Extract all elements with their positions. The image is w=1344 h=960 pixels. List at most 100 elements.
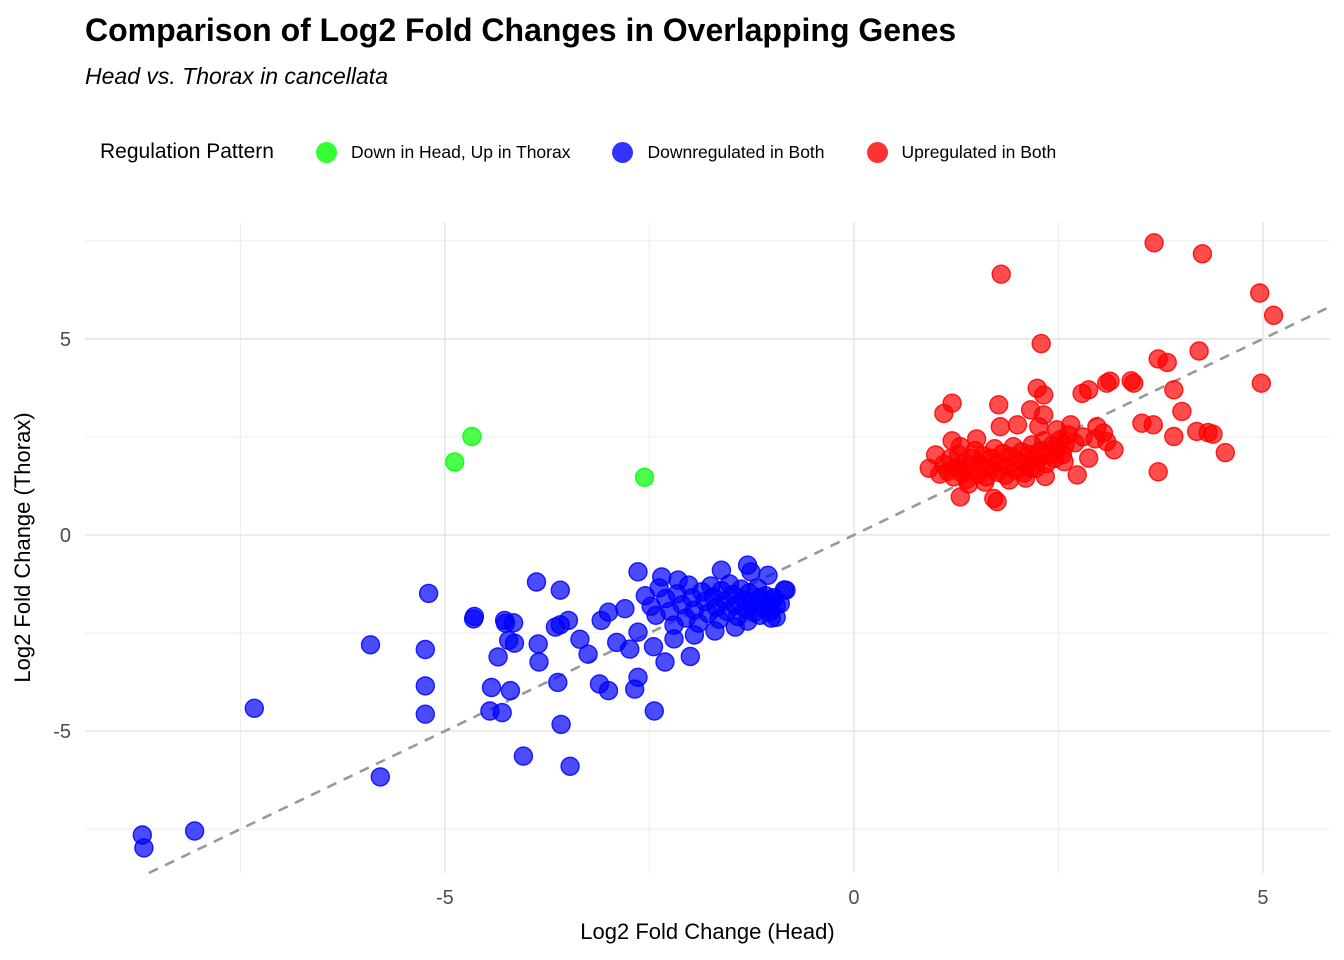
data-point-series-2 <box>1055 435 1075 455</box>
legend-swatch-icon <box>315 141 337 163</box>
data-point-series-1 <box>615 599 635 619</box>
data-point-series-2 <box>1164 380 1184 400</box>
data-point-series-1 <box>513 746 534 766</box>
legend-label: Down in Head, Up in Thorax <box>350 141 571 162</box>
data-point-series-1 <box>503 613 524 633</box>
legend-item-2: Upregulated in Both <box>866 141 1057 163</box>
data-point-series-2 <box>1143 415 1164 435</box>
data-point-series-1 <box>464 606 485 627</box>
data-point-series-1 <box>504 633 525 653</box>
data-point-series-1 <box>598 602 619 622</box>
data-point-series-2 <box>1249 283 1270 303</box>
chart-subtitle: Head vs. Thorax in cancellata <box>85 63 388 89</box>
data-point-series-0 <box>445 452 465 472</box>
data-point-series-1 <box>134 838 154 858</box>
data-point-series-2 <box>1172 401 1192 422</box>
data-point-series-1 <box>418 583 439 604</box>
y-tick-label: 5 <box>60 329 71 351</box>
data-point-series-1 <box>589 674 610 694</box>
y-axis-title: Log2 Fold Change (Thorax) <box>10 412 35 682</box>
data-point-series-1 <box>480 701 500 721</box>
data-point-series-2 <box>1186 421 1207 442</box>
data-point-series-1 <box>684 625 705 645</box>
data-point-series-1 <box>758 565 778 585</box>
data-point-series-1 <box>370 767 390 787</box>
data-point-series-1 <box>415 704 435 724</box>
legend-swatch-icon <box>866 141 888 163</box>
data-point-series-2 <box>1007 415 1028 435</box>
data-point-series-1 <box>550 580 570 600</box>
data-point-series-2 <box>1164 426 1184 447</box>
scatter-plot-area: -5 0 5 -5 0 5 Log2 Fold Change (Head) Log2 Fold… <box>10 222 1331 944</box>
data-point-series-1 <box>481 677 502 698</box>
data-point-series-1 <box>628 622 648 642</box>
data-point-series-2 <box>1078 380 1099 400</box>
data-point-series-2 <box>1192 244 1213 264</box>
data-point-series-1 <box>184 821 205 841</box>
data-point-series-1 <box>528 634 548 654</box>
data-point-series-1 <box>750 605 770 625</box>
data-point-series-2 <box>1251 373 1272 393</box>
legend-label: Upregulated in Both <box>901 141 1057 162</box>
x-tick-label: 5 <box>1257 887 1268 909</box>
data-point-series-1 <box>415 639 435 660</box>
x-tick-label: 0 <box>848 887 859 909</box>
legend-item-0: Down in Head, Up in Thorax <box>315 141 571 163</box>
data-point-series-1 <box>570 629 590 649</box>
data-point-series-2 <box>1096 373 1117 393</box>
data-point-series-1 <box>620 639 640 659</box>
data-point-series-1 <box>737 555 758 575</box>
data-point-series-2 <box>1203 424 1223 444</box>
data-point-series-2 <box>1144 233 1164 253</box>
data-point-series-2 <box>1123 373 1144 393</box>
data-point-series-2 <box>1157 352 1177 373</box>
data-point-series-1 <box>664 629 684 649</box>
x-axis-title: Log2 Fold Change (Head) <box>580 919 834 944</box>
data-point-series-2 <box>1031 333 1051 354</box>
data-point-series-2 <box>1078 448 1099 468</box>
data-point-series-2 <box>999 470 1019 490</box>
data-point-series-2 <box>1067 465 1087 485</box>
data-point-series-2 <box>991 264 1011 284</box>
data-point-series-1 <box>625 679 645 699</box>
data-point-series-1 <box>643 637 664 657</box>
data-point-series-1 <box>244 698 265 718</box>
data-point-series-1 <box>644 701 664 721</box>
legend-title: Regulation Pattern <box>100 140 274 163</box>
data-point-series-1 <box>548 672 568 693</box>
data-point-series-2 <box>1093 423 1114 443</box>
x-tick-label: -5 <box>436 887 454 909</box>
data-point-series-1 <box>680 646 700 667</box>
data-point-series-1 <box>578 644 598 664</box>
legend-swatch-icon <box>612 141 634 163</box>
data-point-series-1 <box>551 714 571 735</box>
data-point-series-2 <box>990 416 1010 437</box>
data-point-series-2 <box>1215 442 1236 463</box>
data-point-series-1 <box>529 652 549 672</box>
data-point-series-2 <box>958 474 979 494</box>
data-point-series-2 <box>1148 462 1168 482</box>
data-point-series-2 <box>989 395 1009 415</box>
data-point-series-1 <box>488 647 508 667</box>
data-point-series-0 <box>462 426 482 447</box>
data-point-series-1 <box>655 652 675 672</box>
data-point-series-2 <box>975 472 995 492</box>
legend: Regulation Pattern Down in Head, Up in T… <box>100 130 1056 174</box>
data-point-series-2 <box>1263 305 1284 326</box>
data-point-series-1 <box>766 595 786 616</box>
data-point-series-1 <box>558 610 579 631</box>
data-point-series-2 <box>987 491 1007 512</box>
data-point-series-1 <box>360 635 381 655</box>
data-point-series-2 <box>1033 385 1054 405</box>
data-point-series-1 <box>526 572 547 592</box>
y-tick-label: 0 <box>60 525 71 547</box>
data-point-series-1 <box>560 756 580 776</box>
data-point-series-1 <box>628 562 648 582</box>
legend-item-1: Downregulated in Both <box>612 141 825 163</box>
data-point-series-2 <box>1015 468 1036 488</box>
data-point-series-2 <box>1189 341 1209 361</box>
data-point-series-1 <box>705 621 725 641</box>
data-point-series-1 <box>415 676 435 696</box>
legend-label: Downregulated in Both <box>647 141 825 162</box>
